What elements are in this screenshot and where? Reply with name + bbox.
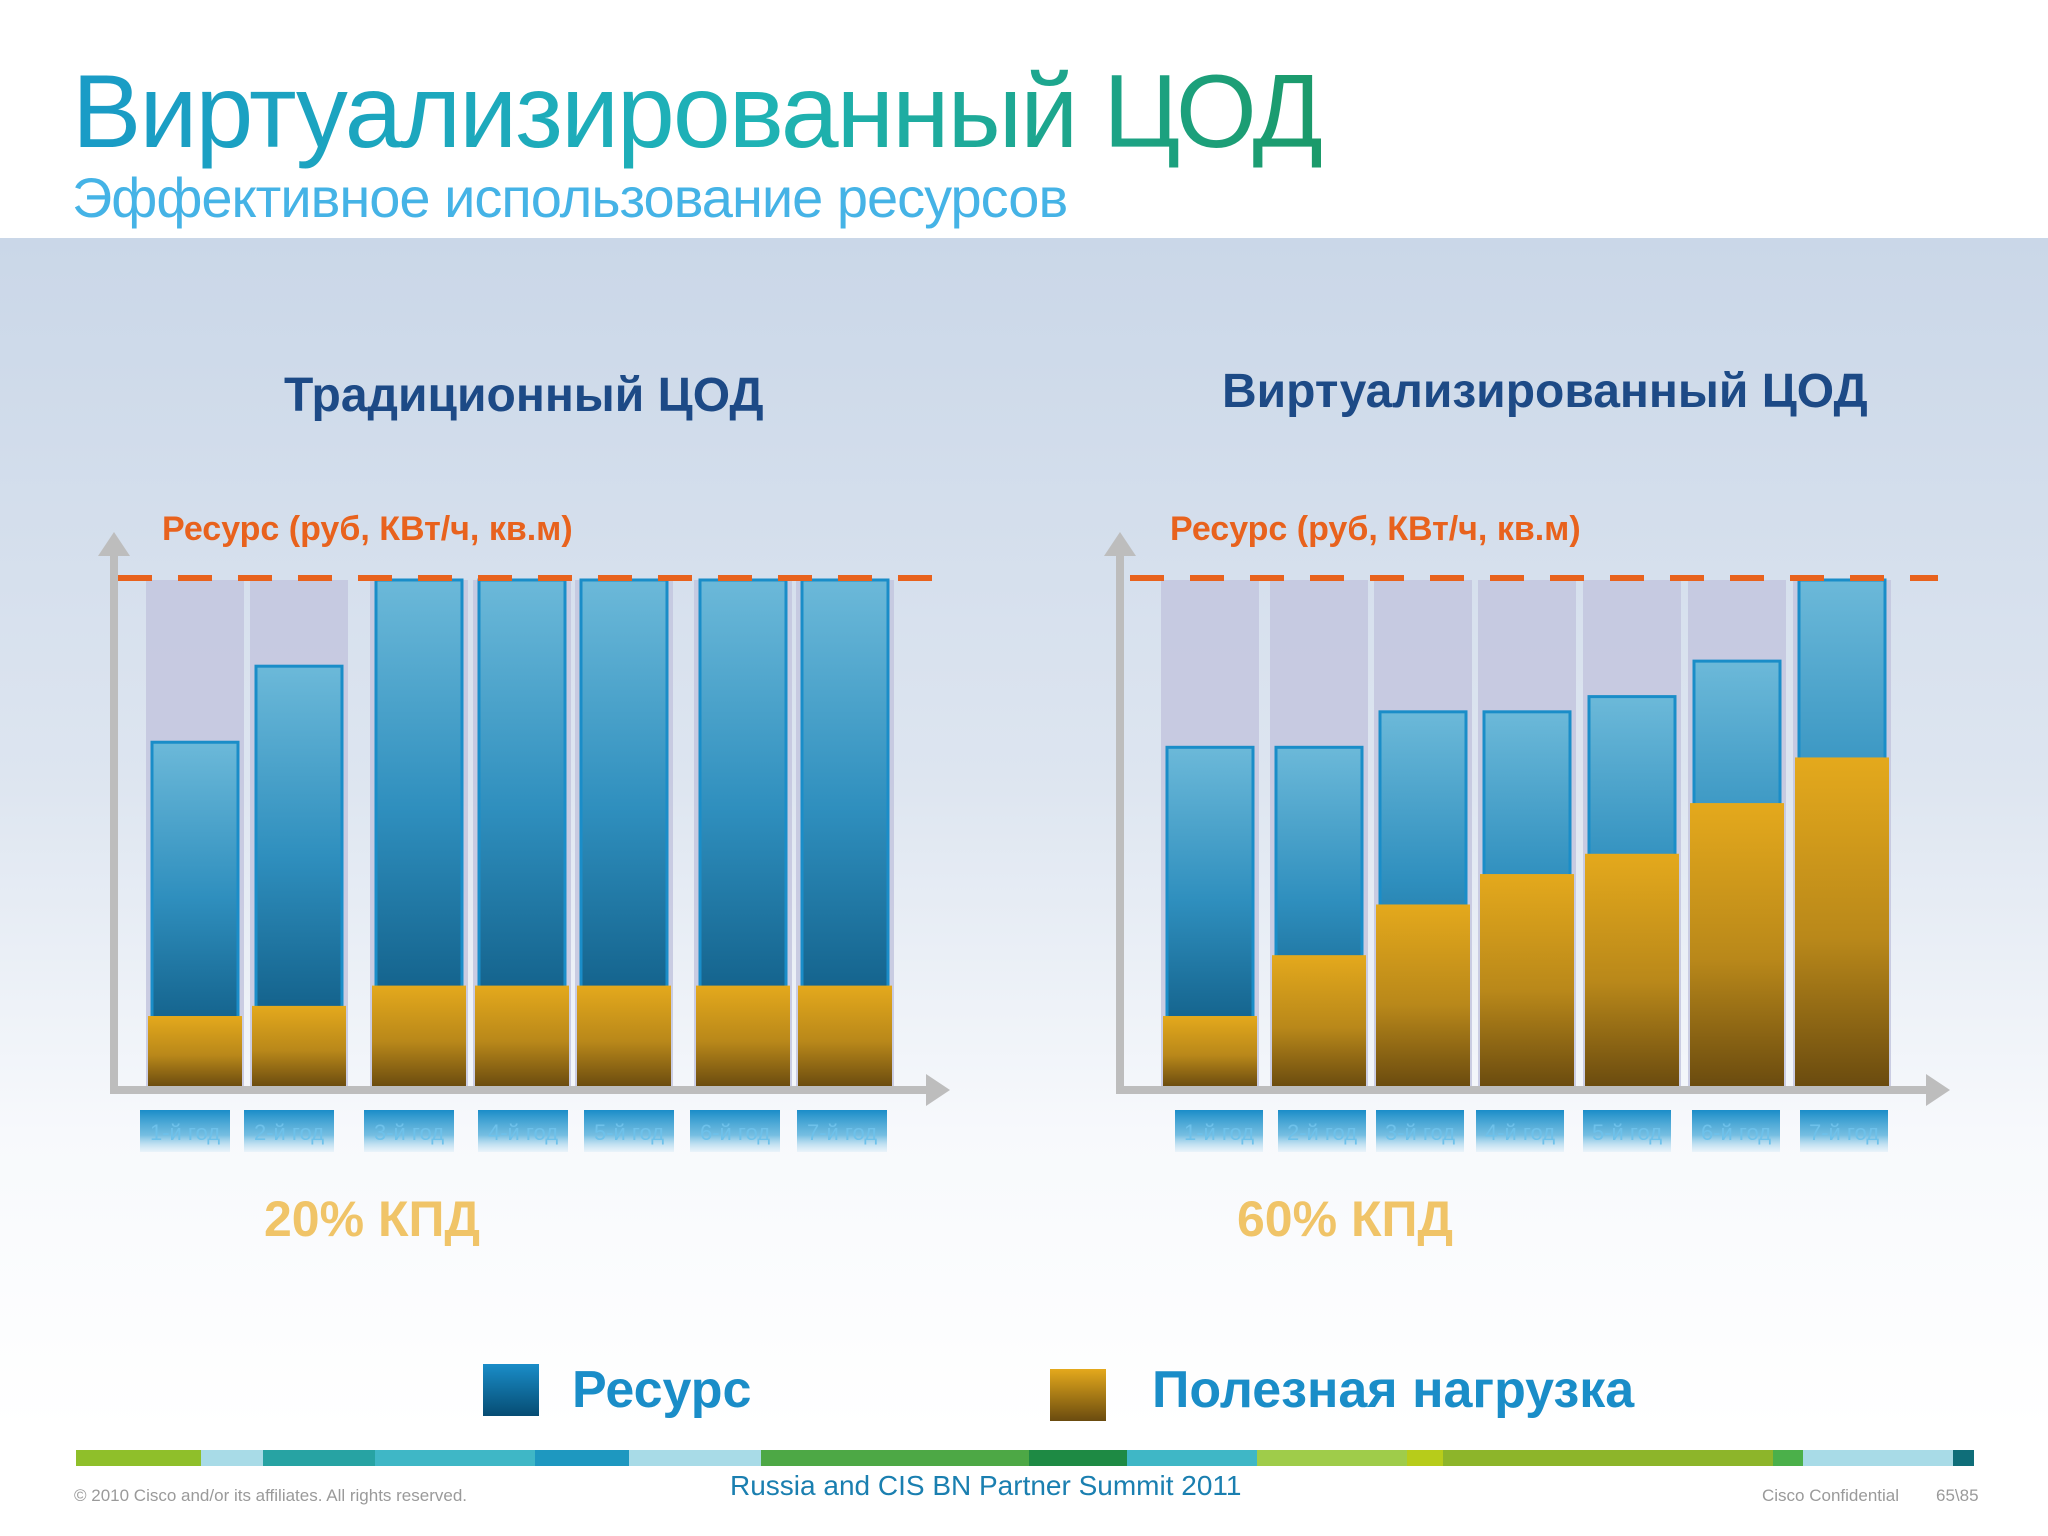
x-tick-label: 6-й год [700, 1120, 770, 1145]
y-axis-arrow [98, 532, 130, 556]
category-tab [364, 1110, 454, 1152]
payload-bar [577, 985, 671, 1087]
footer-event-name: Russia and CIS BN Partner Summit 2011 [730, 1470, 1242, 1501]
payload-bar [1376, 904, 1470, 1087]
payload-bar [148, 1016, 242, 1087]
payload-bar [1480, 874, 1574, 1087]
category-tab [797, 1110, 887, 1152]
payload-bar [798, 985, 892, 1087]
x-tick-label: 7-й год [807, 1120, 877, 1145]
payload-bar [1795, 757, 1889, 1087]
y-axis-label: Ресурс (руб, КВт/ч, кв.м) [162, 510, 573, 548]
payload-bar [475, 985, 569, 1087]
slide-title: Виртуализированный ЦОД [72, 54, 1323, 170]
payload-bar [1163, 1016, 1257, 1087]
footer-confidential: Cisco Confidential [1762, 1486, 1900, 1505]
category-tab [140, 1110, 230, 1152]
footer-page-number: 65\85 [1936, 1486, 1979, 1505]
x-tick-label: 5-й год [594, 1120, 664, 1145]
footer-copyright: © 2010 Cisco and/or its affiliates. All … [74, 1486, 468, 1505]
category-tab [584, 1110, 674, 1152]
payload-bar [1585, 853, 1679, 1087]
category-tab [1278, 1110, 1366, 1152]
category-tab [478, 1110, 568, 1152]
payload-bar [252, 1005, 346, 1087]
x-tick-label: 6-й год [1701, 1120, 1771, 1145]
category-tab [1175, 1110, 1263, 1152]
x-tick-label: 7-й год [1809, 1120, 1879, 1145]
legend-resource-label: Ресурс [572, 1361, 752, 1419]
x-tick-label: 2-й год [254, 1120, 324, 1145]
x-tick-label: 4-й год [488, 1120, 558, 1145]
chart-1-title: Традиционный ЦОД [284, 369, 764, 422]
legend-resource-swatch [483, 1364, 539, 1416]
legend-payload-label: Полезная нагрузка [1152, 1361, 1635, 1419]
slide-subtitle: Эффективное использование ресурсов [72, 166, 1068, 229]
payload-bar [372, 985, 466, 1087]
category-tab [244, 1110, 334, 1152]
category-tab [1583, 1110, 1671, 1152]
x-tick-label: 2-й год [1287, 1120, 1357, 1145]
x-tick-label: 1-й год [150, 1120, 220, 1145]
x-axis-arrow [1926, 1074, 1950, 1106]
y-axis-arrow [1104, 532, 1136, 556]
efficiency-label: 60% КПД [1237, 1191, 1453, 1247]
payload-bar [1272, 955, 1366, 1087]
legend-payload-swatch [1050, 1369, 1106, 1421]
category-tab [1476, 1110, 1564, 1152]
chart-2-title: Виртуализированный ЦОД [1222, 365, 1868, 418]
x-axis-arrow [926, 1074, 950, 1106]
category-tab [690, 1110, 780, 1152]
payload-bar [1690, 803, 1784, 1087]
payload-bar [696, 985, 790, 1087]
x-tick-label: 4-й год [1485, 1120, 1555, 1145]
x-tick-label: 1-й год [1184, 1120, 1254, 1145]
category-tab [1376, 1110, 1464, 1152]
category-tab [1692, 1110, 1780, 1152]
y-axis-label: Ресурс (руб, КВт/ч, кв.м) [1170, 510, 1581, 548]
x-tick-label: 3-й год [1385, 1120, 1455, 1145]
x-tick-label: 3-й год [374, 1120, 444, 1145]
footer-color-band [76, 1450, 1974, 1466]
efficiency-label: 20% КПД [264, 1191, 480, 1247]
category-tab [1800, 1110, 1888, 1152]
x-tick-label: 5-й год [1592, 1120, 1662, 1145]
